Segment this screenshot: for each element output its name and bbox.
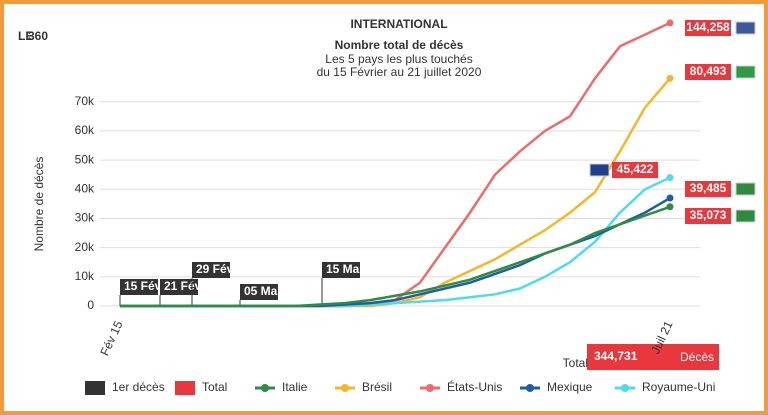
y-axis-label: Nombre de décès <box>32 157 46 252</box>
first-death-flag <box>240 284 278 300</box>
total-box <box>587 344 719 370</box>
y-tick-label: 10k <box>75 269 95 283</box>
y-tick-label: 30k <box>75 211 95 225</box>
y-tick-label: 0 <box>87 298 94 312</box>
end-point <box>666 74 674 82</box>
first-death-flag <box>322 262 360 278</box>
end-label-box <box>685 208 731 224</box>
first-death-label: 21 Fév <box>164 279 202 293</box>
legend-swatch <box>621 384 629 392</box>
legend-swatch <box>526 384 534 392</box>
end-label: 39,485 <box>690 181 727 195</box>
end-label-box <box>685 64 731 80</box>
y-tick-label: 60k <box>75 123 95 137</box>
subtitle: du 15 Février au 21 juillet 2020 <box>317 65 482 79</box>
first-death-label: 29 Fév <box>196 262 234 276</box>
first-death-flag <box>192 262 230 278</box>
legend-entry: Royaume-Uni <box>642 380 715 394</box>
legend-entry: Italie <box>282 380 308 394</box>
legend-entry: États-Unis <box>447 379 502 394</box>
end-point <box>666 203 674 211</box>
first-death-label: 15 Fév <box>124 279 162 293</box>
y-tick-label: 20k <box>75 240 95 254</box>
subtitle: Les 5 pays les plus touchés <box>325 52 472 66</box>
end-label: 45,422 <box>617 162 654 176</box>
end-label-box <box>612 162 658 178</box>
legend-total: Total <box>202 380 227 394</box>
end-label: 80,493 <box>690 64 727 78</box>
end-label-box <box>685 181 731 197</box>
flag <box>589 163 610 177</box>
end-label: 35,073 <box>690 208 727 222</box>
total-unit: Décès <box>680 350 714 364</box>
legend-entry: Brésil <box>362 380 392 394</box>
legend-swatch <box>261 384 269 392</box>
end-point <box>666 174 674 182</box>
flag <box>735 21 756 35</box>
legend-swatch <box>426 384 434 392</box>
legend-swatch <box>85 381 105 395</box>
first-death-label: 05 Mar <box>244 284 282 298</box>
logo-prefix: LE <box>18 29 33 43</box>
y-tick-label: 70k <box>75 94 95 108</box>
legend-first-death: 1er décès <box>112 380 165 394</box>
series-line <box>120 205 671 308</box>
chart-title: INTERNATIONAL <box>350 17 447 31</box>
end-label: 144,258 <box>686 20 730 34</box>
legend-swatch <box>341 384 349 392</box>
total-value: 344,731 <box>594 349 638 363</box>
flag <box>735 182 756 196</box>
y-tick-label: 40k <box>75 181 95 195</box>
end-label-box <box>685 20 731 36</box>
y-tick-label: 50k <box>75 152 95 166</box>
total-label: Total <box>563 356 588 370</box>
legend-swatch <box>175 381 195 395</box>
flag <box>735 65 756 79</box>
end-point <box>666 194 674 202</box>
end-point <box>666 19 674 27</box>
flag <box>735 209 756 223</box>
subtitle: Nombre total de décès <box>335 38 464 52</box>
logo: 360 <box>28 29 48 43</box>
first-death-label: 15 Mar <box>326 262 364 276</box>
legend-entry: Mexique <box>547 380 593 394</box>
first-death-flag <box>160 279 198 295</box>
first-death-flag <box>120 279 158 295</box>
